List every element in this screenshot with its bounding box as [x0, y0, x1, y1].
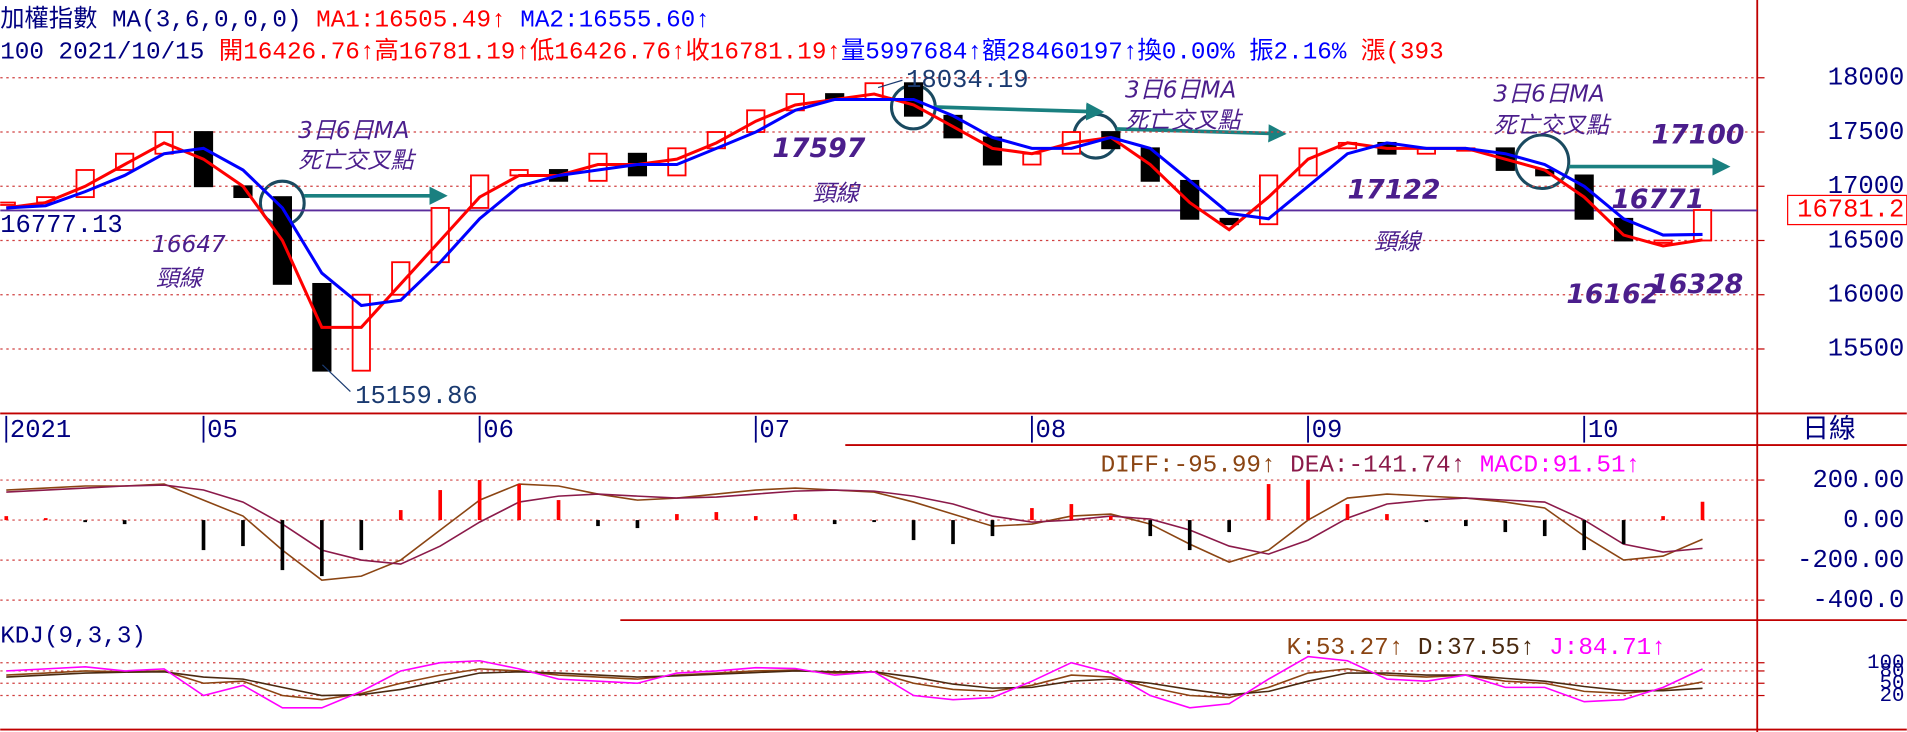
legend-entry: MACD:91.51↑ — [1480, 453, 1640, 480]
annotation: 死亡交叉點 — [298, 148, 416, 174]
series-line — [6, 670, 1703, 697]
annotation: 3日6日MA — [1493, 81, 1604, 107]
annotation: 3日6日MA — [1125, 78, 1236, 104]
annotation: 死亡交叉點 — [1493, 113, 1611, 139]
info-text: 漲(393 — [1361, 38, 1444, 67]
candle — [0, 201, 16, 206]
chart-title: KDJ(9,3,3) — [0, 623, 146, 650]
annotation: 16647 — [152, 232, 226, 258]
candle — [1022, 152, 1042, 166]
series-line — [6, 484, 1703, 565]
info-text: 100 2021/10/15 — [0, 40, 219, 67]
y-tick-label: -400.0 — [1812, 586, 1904, 615]
panel — [0, 77, 1758, 372]
y-tick-label: 16000 — [1828, 280, 1905, 309]
x-tick-label: 05 — [207, 416, 238, 445]
annotation: 18034.19 — [906, 66, 1028, 95]
annotation: 頸線 — [156, 266, 205, 292]
leader-line — [322, 364, 351, 392]
last-price-box — [1787, 194, 1907, 226]
candle — [1653, 239, 1673, 244]
legend-entry: J:84.71↑ — [1549, 636, 1666, 663]
x-tick-label: 09 — [1312, 416, 1343, 445]
period-label: 日線 — [1802, 414, 1856, 447]
annotation: 頸線 — [1374, 230, 1423, 256]
legend: K:53.27↑ D:37.55↑ J:84.71↑ — [1287, 636, 1666, 663]
arrow — [933, 102, 1105, 121]
info-line: 100 2021/10/15 開16426.76↑高16781.19↑低1642… — [0, 38, 1443, 67]
annotation: 16771 — [1611, 184, 1704, 215]
legend-entry: DEA:-141.74↑ — [1290, 453, 1465, 480]
y-tick-label: 0.00 — [1843, 506, 1904, 535]
y-tick-label: 18000 — [1828, 64, 1905, 93]
annotation: 16328 — [1650, 269, 1743, 300]
annotation: 17597 — [772, 133, 865, 164]
arrows — [304, 102, 1731, 205]
legend-entry: DIFF:-95.99↑ — [1101, 453, 1276, 480]
y-tick-label: 100 — [1867, 652, 1904, 675]
info-text: 量5997684↑額28460197↑換0.00% 振2.16% — [841, 38, 1361, 67]
candle — [1298, 147, 1318, 177]
panel — [0, 479, 1758, 601]
info-text: 開16426.76↑高16781.19↑低16426.76↑收16781.19↑ — [219, 38, 841, 67]
neckline-label: 16777.13 — [0, 211, 123, 240]
series-line — [6, 655, 1703, 709]
annotation: 死亡交叉點 — [1125, 108, 1243, 134]
panel — [0, 655, 1758, 709]
y-tick-label: 20 — [1880, 685, 1905, 708]
legend: DIFF:-95.99↑ DEA:-141.74↑ MACD:91.51↑ — [1101, 453, 1641, 480]
arrow — [1116, 124, 1287, 143]
legend-entry: MA2:16555.60↑ — [520, 8, 710, 35]
candle — [1259, 174, 1279, 226]
header: 加權指數 MA(3,6,0,0,0) MA1:16505.49↑ MA2:165… — [0, 6, 1443, 67]
candle — [351, 293, 371, 372]
y-tick-label: 50 — [1880, 673, 1905, 696]
y-tick-label: -200.00 — [1797, 546, 1904, 575]
annotation: 頸線 — [812, 181, 861, 207]
chart-subtitle: MA(3,6,0,0,0) — [112, 8, 302, 35]
chart-title: 加權指數 — [0, 6, 97, 35]
legend-entry: K:53.27↑ — [1287, 636, 1404, 663]
series-line — [6, 97, 1703, 308]
y-tick-label: 16500 — [1828, 226, 1905, 255]
legend-entry: D:37.55↑ — [1418, 636, 1535, 663]
x-tick-label: 06 — [483, 416, 514, 445]
annotation: 16162 — [1566, 279, 1659, 310]
annotation: 17122 — [1347, 174, 1440, 205]
annotation: 15159.86 — [355, 382, 478, 411]
x-tick-label: 07 — [759, 416, 790, 445]
x-tick-label: 08 — [1036, 416, 1067, 445]
candle — [982, 136, 1003, 166]
y-tick-label: 80 — [1880, 660, 1905, 683]
legend-entry: MA1:16505.49↑ — [316, 8, 506, 35]
plot-area — [0, 77, 1758, 709]
annotation: 17100 — [1651, 120, 1744, 151]
y-tick-label: 17500 — [1828, 118, 1905, 147]
y-tick-label: 15500 — [1828, 335, 1905, 364]
leader-line — [877, 79, 903, 89]
annotation: 3日6日MA — [298, 118, 409, 144]
y-tick-label: 200.00 — [1812, 466, 1904, 495]
legend: 加權指數 MA(3,6,0,0,0) MA1:16505.49↑ MA2:165… — [0, 6, 710, 35]
x-tick-label: 10 — [1588, 416, 1619, 445]
x-tick-label: 2021 — [10, 416, 71, 445]
last-price-label: 16781.2 — [1797, 196, 1904, 225]
